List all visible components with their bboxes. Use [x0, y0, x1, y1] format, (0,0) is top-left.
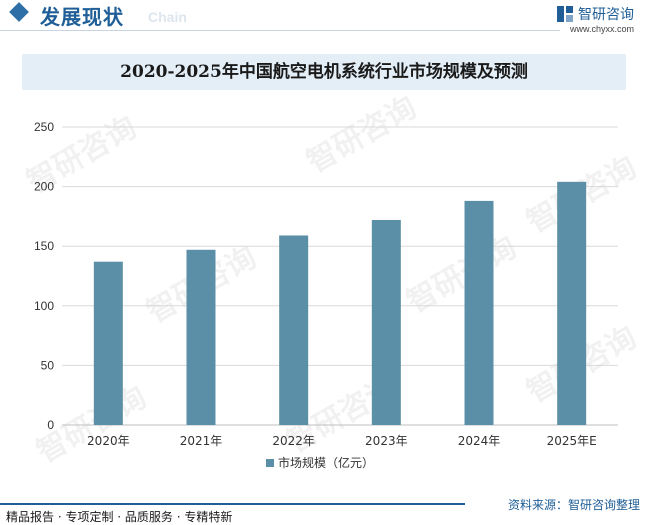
- brand-name: 智研咨询: [578, 7, 634, 23]
- x-tick-label: 2021年: [180, 434, 223, 448]
- chart-title-band: 2020-2025年中国航空电机系统行业市场规模及预测: [22, 54, 626, 90]
- section-title: 发展现状: [40, 5, 124, 29]
- x-tick-label: 2023年: [365, 434, 408, 448]
- footer-divider: [0, 503, 465, 505]
- bar: [186, 249, 216, 425]
- bar: [557, 181, 587, 425]
- bar: [371, 219, 401, 425]
- y-tick-label: 200: [34, 180, 54, 194]
- header-bar: 发展现状 Chain: [0, 0, 648, 30]
- legend-label: 市场规模（亿元）: [278, 455, 374, 470]
- brand-url: www.chyxx.com: [570, 24, 635, 34]
- legend-swatch: [266, 459, 274, 467]
- x-tick-label: 2024年: [458, 434, 501, 448]
- footer-services: 精品报告 · 专项定制 · 品质服务 · 专精特新: [6, 510, 233, 524]
- footer-source: 资料来源：智研咨询整理: [507, 498, 640, 512]
- x-tick-label: 2025年E: [547, 434, 597, 448]
- y-tick-label: 0: [47, 418, 54, 432]
- y-tick-label: 150: [34, 239, 54, 253]
- chart-title: 2020-2025年中国航空电机系统行业市场规模及预测: [120, 62, 528, 82]
- x-tick-label: 2022年: [272, 434, 315, 448]
- bar: [279, 235, 309, 425]
- bar: [93, 261, 123, 425]
- x-tick-label: 2020年: [87, 434, 130, 448]
- brand-block: 智研咨询 www.chyxx.com: [556, 2, 640, 36]
- y-tick-label: 50: [41, 358, 55, 372]
- y-tick-label: 250: [34, 120, 54, 134]
- y-tick-label: 100: [34, 299, 54, 313]
- header-divider: [0, 30, 560, 31]
- header-watermark-text: Chain: [148, 9, 187, 25]
- bar: [464, 200, 494, 425]
- brand-logo-icon: [557, 6, 573, 22]
